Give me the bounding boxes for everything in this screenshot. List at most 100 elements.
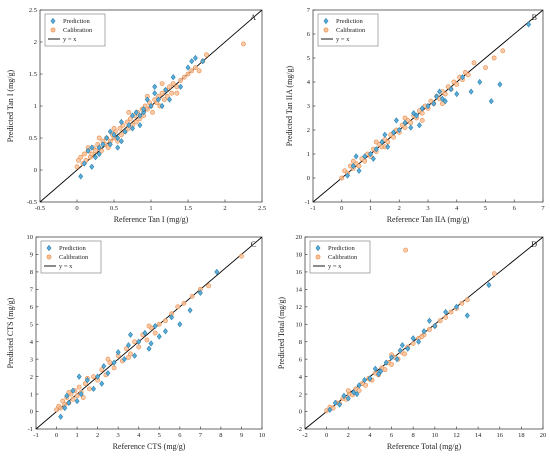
prediction-point: [104, 134, 110, 142]
x-tick-label: 5: [484, 205, 487, 212]
legend-d: Prediction Calibration y = x: [309, 240, 371, 274]
prediction-point: [410, 335, 416, 342]
x-ticks-d: -2 0 2 4 6 8 10 12 14 16 18 20: [302, 426, 546, 439]
prediction-point: [142, 329, 148, 337]
x-tick-label: 12: [453, 432, 460, 439]
prediction-point: [132, 352, 138, 359]
calibration-point: [362, 158, 368, 164]
x-tick-label: 0: [340, 205, 343, 212]
legend-prediction-icon: [46, 244, 52, 252]
calibration-point: [167, 84, 172, 90]
prediction-point: [115, 134, 121, 142]
prediction-point: [425, 102, 431, 110]
prediction-point: [107, 141, 113, 148]
prediction-point: [62, 404, 68, 412]
y-tick-label: 2: [299, 391, 302, 398]
legend-calibration-icon: [46, 254, 52, 260]
legend-label-identity: y = x: [59, 263, 73, 270]
calibration-point: [159, 90, 165, 96]
calibration-point: [373, 139, 379, 145]
x-tick-label: 8: [219, 432, 222, 439]
calibration-point: [204, 52, 209, 58]
calibration-point: [410, 341, 416, 346]
calibration-point: [128, 351, 133, 357]
prediction-point: [141, 109, 147, 116]
calibration-point: [385, 139, 391, 145]
prediction-point: [148, 340, 154, 347]
prediction-point: [121, 356, 127, 363]
calibration-point: [241, 41, 246, 47]
calibration-point: [491, 55, 497, 61]
legend-prediction-icon: [323, 17, 329, 25]
prediction-point: [391, 129, 396, 136]
legend-calibration-icon: [315, 254, 321, 260]
calibration-point: [146, 323, 152, 329]
calibration-point: [136, 344, 142, 350]
calibration-point: [189, 68, 195, 74]
prediction-point: [137, 122, 143, 129]
prediction-point: [370, 155, 376, 162]
calibration-point: [454, 82, 460, 87]
x-tick-label: 9: [240, 432, 243, 439]
prediction-point: [58, 413, 64, 420]
prediction-point: [111, 359, 117, 366]
calibration-point: [402, 351, 407, 357]
prediction-point: [419, 105, 425, 112]
x-ticks-a: -0.5 0 0.5 1 1.5 2 2.5: [35, 199, 266, 212]
calibration-point: [159, 81, 165, 86]
prediction-point: [177, 321, 183, 328]
marks-b: [313, 10, 543, 202]
prediction-point: [385, 143, 391, 150]
y-tick-label: 10: [296, 321, 303, 328]
y-tick-label: 9: [30, 252, 33, 259]
y-tick-label: 4: [299, 374, 303, 381]
prediction-point: [162, 328, 168, 335]
prediction-point: [397, 347, 403, 354]
y-tick-label: -2: [297, 426, 302, 433]
y-axis-label-d: Predicted Total (mg/g): [277, 297, 286, 370]
y-tick-label: 6: [307, 31, 311, 38]
calibration-point: [345, 388, 351, 393]
calibration-point: [76, 157, 81, 163]
calibration-point: [133, 119, 139, 125]
prediction-point: [416, 122, 422, 129]
calibration-point: [54, 407, 59, 413]
y-tick-label: 14: [296, 287, 303, 294]
prediction-point: [200, 58, 206, 65]
calibration-point: [356, 163, 362, 169]
y-tick-label: 10: [27, 234, 34, 241]
prediction-point: [78, 391, 84, 398]
y-tick-label: 7: [30, 287, 34, 294]
legend-label-calibration: Calibration: [328, 254, 358, 261]
x-tick-label: 4: [455, 205, 459, 212]
prediction-point: [399, 342, 405, 349]
y-ticks-d: -2 0 2 4 6 8 10 12 14 16 18 20: [296, 234, 308, 433]
prediction-point: [477, 78, 483, 86]
calibration-point: [419, 334, 425, 339]
prediction-point: [155, 96, 161, 103]
calibration-point: [105, 356, 111, 362]
calibration-point: [169, 90, 175, 96]
calibration-point: [443, 314, 449, 320]
prediction-point: [91, 385, 96, 392]
calibration-point: [174, 90, 180, 96]
calibration-point: [119, 132, 124, 138]
prediction-point: [453, 303, 459, 310]
x-tick-label: 1: [149, 205, 152, 212]
prediction-point: [137, 112, 143, 119]
calibration-point: [74, 164, 80, 170]
calibration-point: [175, 304, 181, 310]
calibration-point: [93, 148, 98, 154]
y-axis-label-a: Predicted Tan I (mg/g): [6, 69, 15, 142]
legend-label-prediction: Prediction: [59, 245, 86, 252]
calibration-point: [178, 78, 183, 83]
y-tick-label: 6: [30, 304, 34, 311]
prediction-point: [85, 147, 91, 154]
prediction-point: [214, 268, 220, 275]
legend-label-identity: y = x: [328, 263, 342, 270]
prediction-point: [402, 119, 408, 126]
marks-c: [36, 237, 262, 429]
prediction-point: [169, 314, 175, 321]
x-tick-label: 3: [426, 205, 429, 212]
prediction-point: [78, 173, 84, 180]
